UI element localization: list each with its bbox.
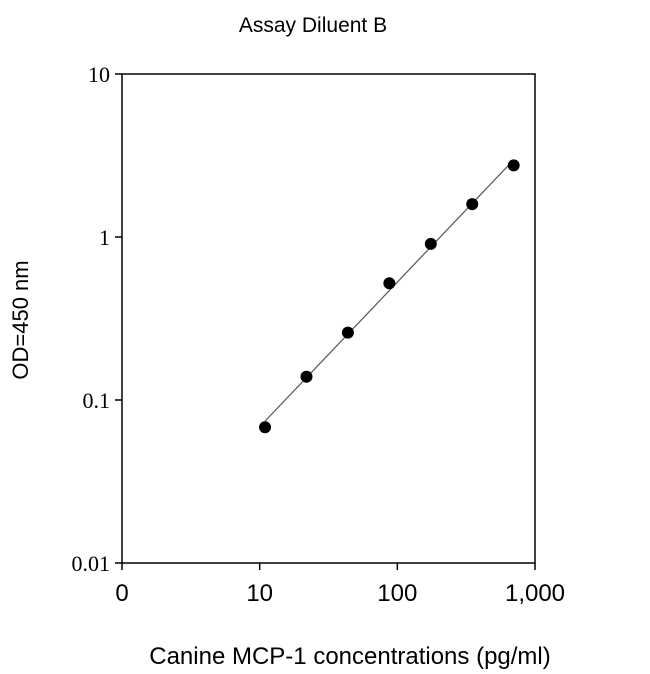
chart-title: Assay Diluent B [239, 14, 387, 37]
data-point [259, 421, 272, 434]
y-axis-label: OD=450 nm [8, 260, 33, 379]
y-tick-label: 0.01 [72, 551, 111, 576]
x-tick-label: 100 [377, 580, 417, 607]
data-point [424, 237, 437, 250]
plot-frame [121, 73, 536, 564]
x-axis-label: Canine MCP-1 concentrations (pg/ml) [149, 643, 551, 670]
y-tick-label: 10 [88, 62, 110, 87]
data-point [300, 370, 313, 383]
data-point [507, 159, 520, 172]
data-point [466, 198, 479, 211]
y-tick-label: 1 [99, 225, 110, 250]
data-point [341, 326, 354, 339]
x-tick-label: 1,000 [505, 580, 565, 607]
fit-line [264, 159, 515, 422]
x-tick-label: 0 [115, 580, 128, 607]
data-point [383, 277, 396, 290]
x-tick-label: 10 [246, 580, 273, 607]
y-tick-label: 0.1 [83, 388, 111, 413]
